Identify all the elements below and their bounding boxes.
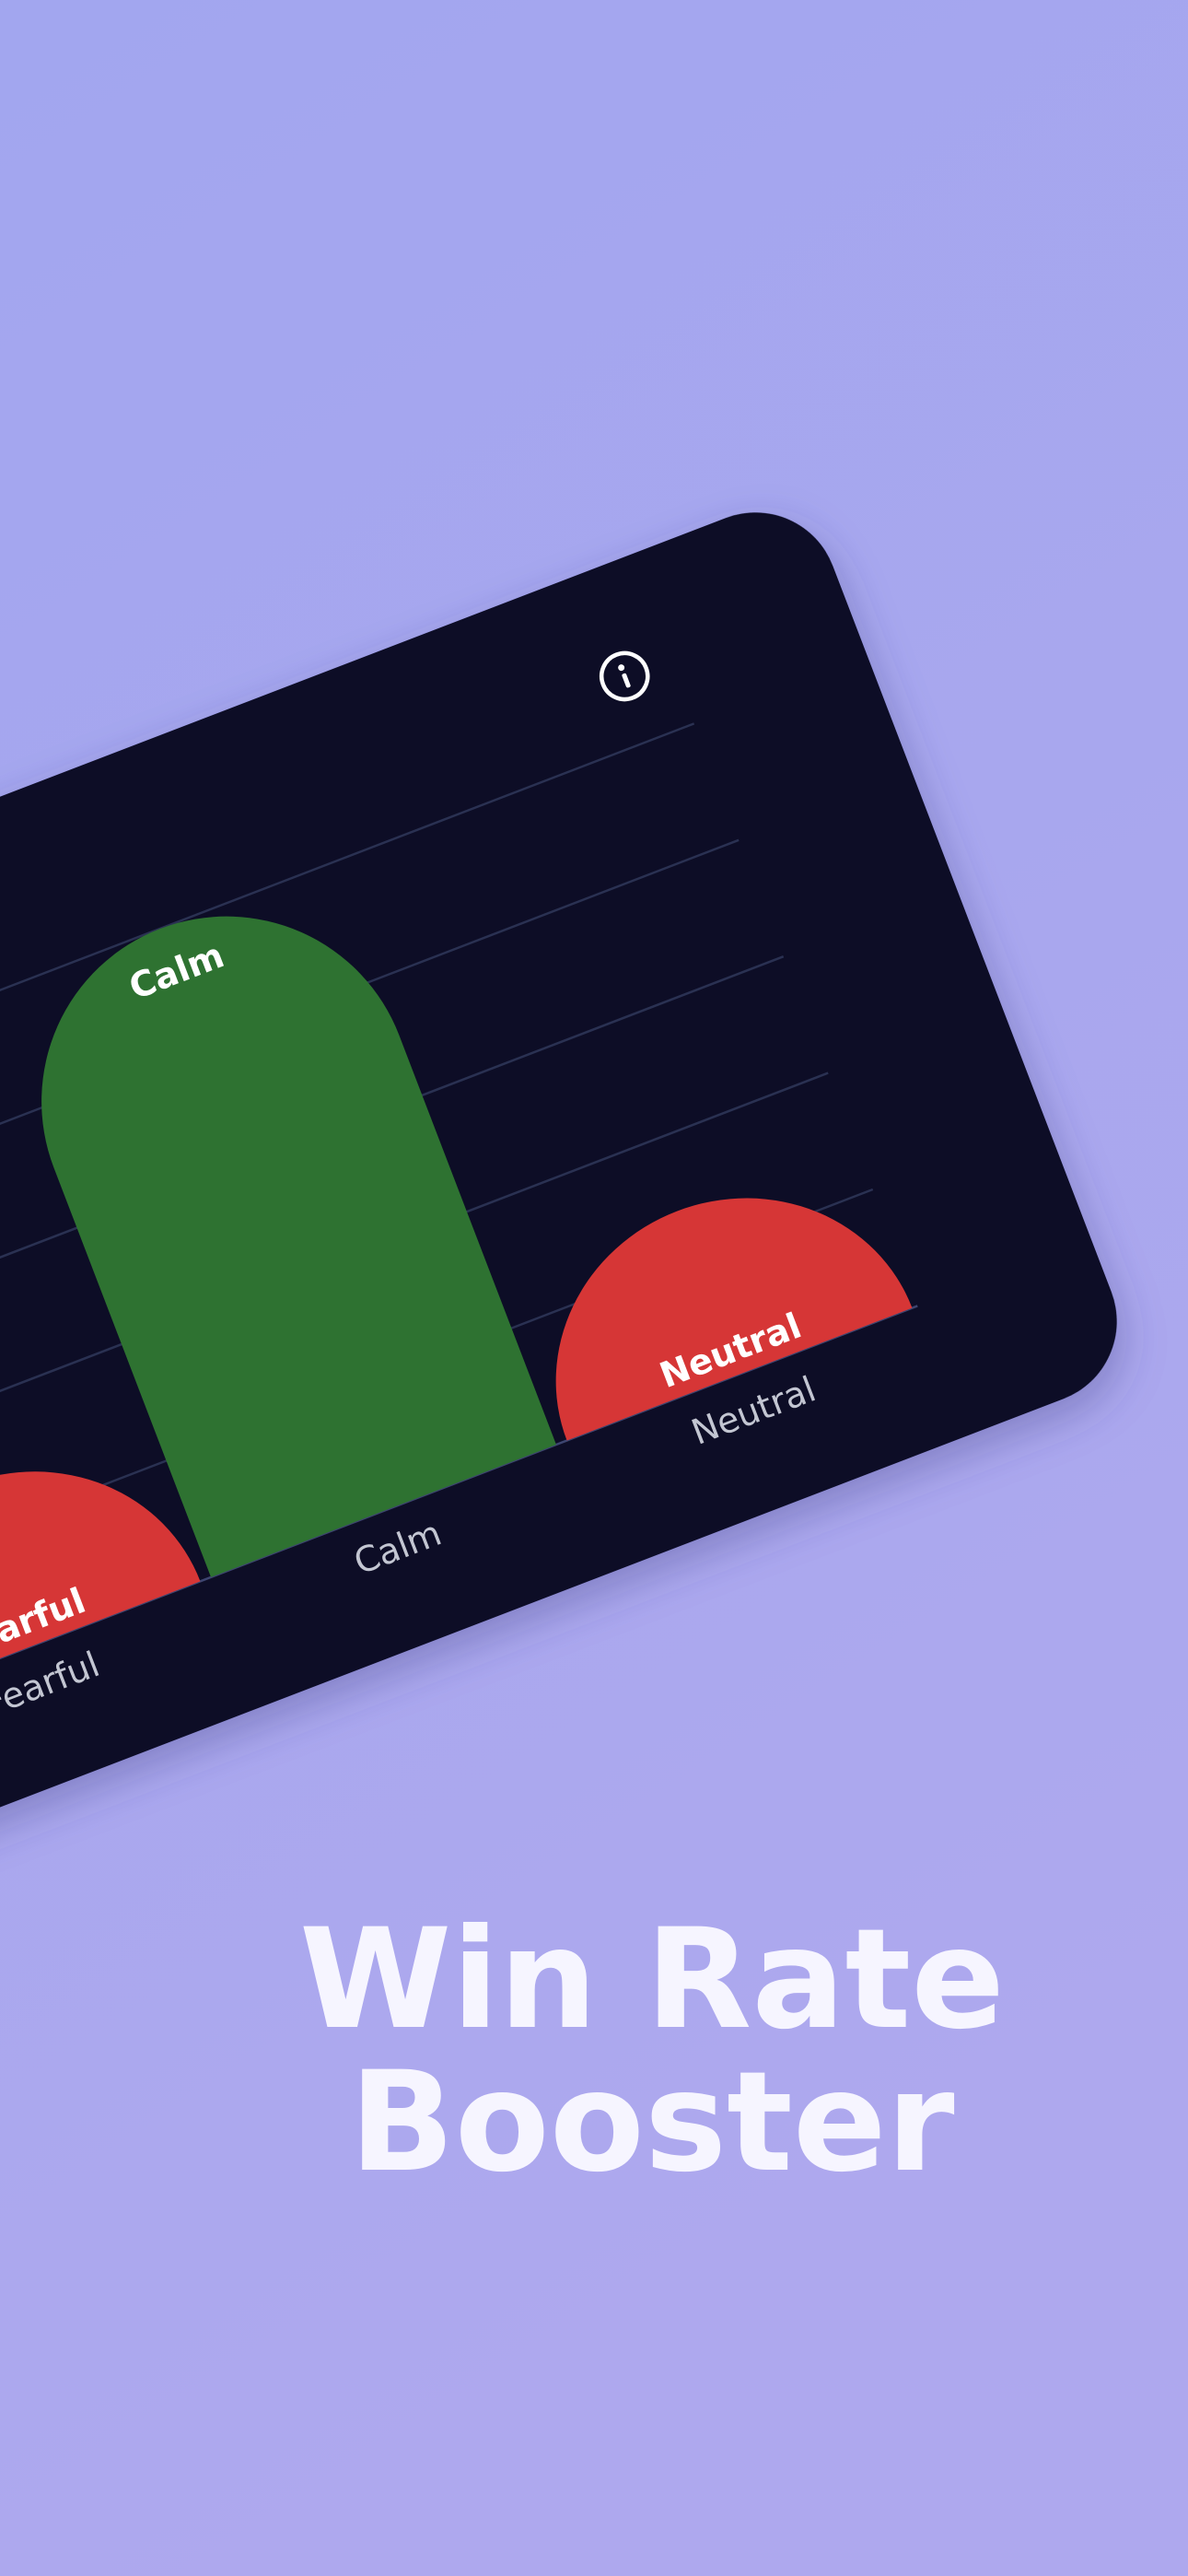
grid-line [0,838,740,1402]
info-dot [618,664,625,672]
headline-line: Win Rate [299,1900,1005,2060]
info-icon[interactable] [595,647,655,707]
info-circle [599,650,650,702]
info-stem [622,673,631,688]
bar [555,1198,913,1441]
bar [0,1471,201,1715]
grid-line [0,955,785,1518]
bar [41,916,556,1577]
bars [0,916,913,1715]
headline-line: Booster [349,2043,954,2203]
grid-line [0,722,695,1286]
grid-line [0,1071,829,1635]
